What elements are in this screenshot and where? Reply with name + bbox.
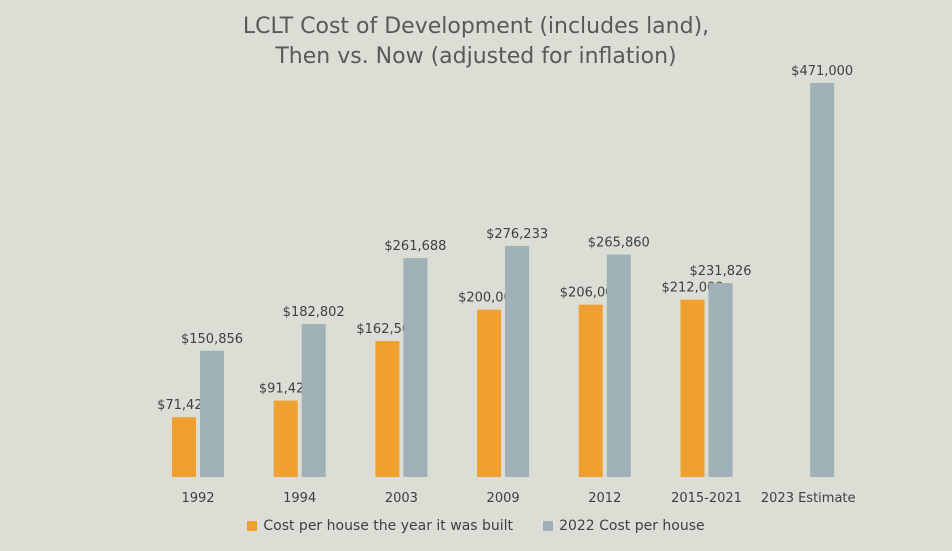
bar-2022-cost [606, 254, 631, 477]
data-label-year-built: $212,000 [661, 281, 723, 296]
data-label-year-built: $91,429 [259, 382, 313, 397]
bar-year-built [172, 417, 196, 477]
bar-2022-cost [200, 350, 224, 477]
legend-label-series-1: Cost per house the year it was built [263, 518, 514, 534]
data-label-2022-cost: $182,802 [283, 305, 345, 320]
data-label-2022-cost: $276,233 [486, 227, 548, 242]
legend-item-series-2: 2022 Cost per house [543, 518, 705, 534]
data-label-year-built: $206,000 [560, 286, 622, 301]
bar-2022-cost [505, 245, 530, 477]
x-tick-label: 2009 [487, 491, 520, 506]
legend-item-series-1: Cost per house the year it was built [247, 518, 513, 534]
legend-label-series-2: 2022 Cost per house [559, 518, 705, 534]
x-tick-label: 1992 [181, 491, 214, 506]
bar-2022-cost [301, 324, 326, 477]
x-tick-label: 1994 [283, 491, 316, 506]
bar-2022-cost [708, 283, 733, 477]
x-tick-label: 2003 [385, 491, 418, 506]
chart-title-line-2: Then vs. Now (adjusted for inflation) [275, 44, 677, 69]
bar-year-built [273, 400, 298, 477]
legend-swatch-series-2 [543, 521, 554, 531]
legend-swatch-series-1 [247, 521, 258, 531]
chart-title-line-1: LCLT Cost of Development (includes land)… [242, 14, 710, 39]
data-label-year-built: $71,429 [157, 398, 211, 413]
data-label-year-built: $200,000 [458, 291, 520, 306]
bar-year-built [375, 341, 400, 477]
data-label-year-built: $162,500 [356, 322, 418, 337]
bar-2022-cost [810, 83, 835, 477]
bar-year-built [680, 299, 705, 477]
data-label-2022-cost: $150,856 [181, 332, 243, 347]
data-label-2022-cost: $231,826 [689, 264, 751, 279]
x-tick-label: 2023 Estimate [761, 491, 856, 506]
data-label-2022-cost: $471,000 [791, 64, 853, 79]
chart-legend: Cost per house the year it was built 202… [0, 518, 952, 534]
x-tick-label: 2012 [588, 491, 621, 506]
data-label-2022-cost: $261,688 [384, 239, 446, 254]
bar-year-built [477, 309, 502, 477]
bar-year-built [578, 304, 603, 477]
bar-2022-cost [403, 258, 428, 477]
data-label-2022-cost: $265,860 [588, 236, 650, 251]
x-tick-label: 2015-2021 [671, 491, 742, 506]
